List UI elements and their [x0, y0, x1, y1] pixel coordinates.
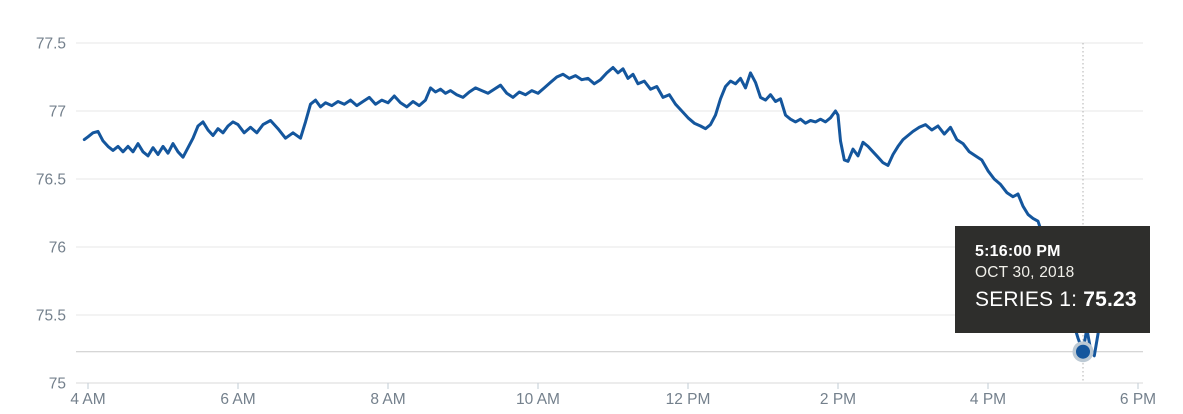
x-axis-label: 6 PM: [1120, 391, 1156, 408]
x-axis-label: 6 AM: [220, 391, 255, 408]
tooltip-date: OCT 30, 2018: [975, 264, 1075, 281]
y-axis-label: 77.5: [36, 36, 66, 53]
y-axis-label: 75.5: [36, 308, 66, 325]
x-axis-label: 2 PM: [820, 391, 856, 408]
x-axis-label: 10 AM: [516, 391, 560, 408]
tooltip-value: 75.23: [1083, 288, 1137, 311]
tooltip-series-label: SERIES 1:: [975, 288, 1078, 311]
price-line: [82, 66, 1104, 358]
tooltip-time: 5:16:00 PM: [975, 243, 1061, 260]
x-axis-label: 8 AM: [370, 391, 405, 408]
y-axis-label: 76.5: [36, 172, 66, 189]
x-axis-label: 4 AM: [70, 391, 105, 408]
tooltip: 5:16:00 PM OCT 30, 2018 SERIES 1: 75.23: [955, 226, 1150, 333]
y-axis-label: 75: [49, 376, 66, 393]
selected-point-marker[interactable]: [1076, 344, 1090, 359]
y-axis-label: 76: [49, 240, 66, 257]
tooltip-series-value: SERIES 1: 75.23: [975, 286, 1138, 313]
y-axis-label: 77: [49, 104, 66, 121]
x-axis-label: 4 PM: [970, 391, 1006, 408]
x-axis-label: 12 PM: [666, 391, 711, 408]
